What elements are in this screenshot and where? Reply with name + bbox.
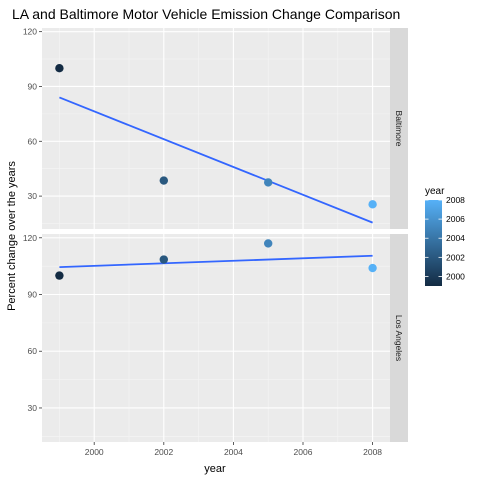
- x-tick-label: 2008: [363, 447, 382, 457]
- chart-title: LA and Baltimore Motor Vehicle Emission …: [12, 6, 400, 22]
- color-legend: year 2008 2006 2004 2002 2000: [425, 186, 465, 286]
- legend-label: 2006: [446, 214, 465, 224]
- legend-title: year: [425, 186, 445, 197]
- y-tick-label: 30: [28, 191, 38, 201]
- y-tick-label: 120: [23, 27, 37, 37]
- legend-label: 2000: [446, 271, 465, 281]
- data-point: [55, 271, 64, 280]
- x-tick-label: 2006: [294, 447, 313, 457]
- legend-colorbar: [425, 200, 442, 286]
- y-tick-label: 60: [28, 136, 38, 146]
- data-point: [159, 255, 168, 264]
- data-point: [368, 200, 377, 209]
- x-tick-label: 2000: [85, 447, 104, 457]
- y-tick-label: 60: [28, 346, 38, 356]
- data-point: [264, 239, 273, 248]
- facet-strip: [390, 234, 408, 442]
- y-tick-label: 120: [23, 233, 37, 243]
- data-point: [368, 263, 377, 273]
- trend-line: [59, 254, 373, 268]
- y-tick-label: 90: [28, 81, 38, 91]
- x-tick-label: 2004: [224, 447, 243, 457]
- legend-label: 2004: [446, 233, 465, 243]
- legend-label: 2008: [446, 195, 465, 205]
- trend-line: [59, 96, 373, 224]
- data-point: [264, 178, 273, 187]
- panel-background: [42, 234, 390, 442]
- x-axis-title: year: [204, 463, 226, 475]
- facet-strip: [390, 28, 408, 229]
- data-point: [55, 63, 64, 73]
- y-tick-label: 90: [28, 290, 38, 300]
- y-axis-title: Percent change over the years: [6, 161, 18, 311]
- facet-strip-label: Los Angeles: [394, 315, 404, 361]
- x-tick-label: 2002: [154, 447, 173, 457]
- legend-label: 2002: [446, 252, 465, 262]
- data-point: [159, 176, 168, 185]
- panel-background: [42, 28, 390, 229]
- facet-strip-label: Baltimore: [394, 111, 404, 147]
- y-tick-label: 30: [28, 403, 38, 413]
